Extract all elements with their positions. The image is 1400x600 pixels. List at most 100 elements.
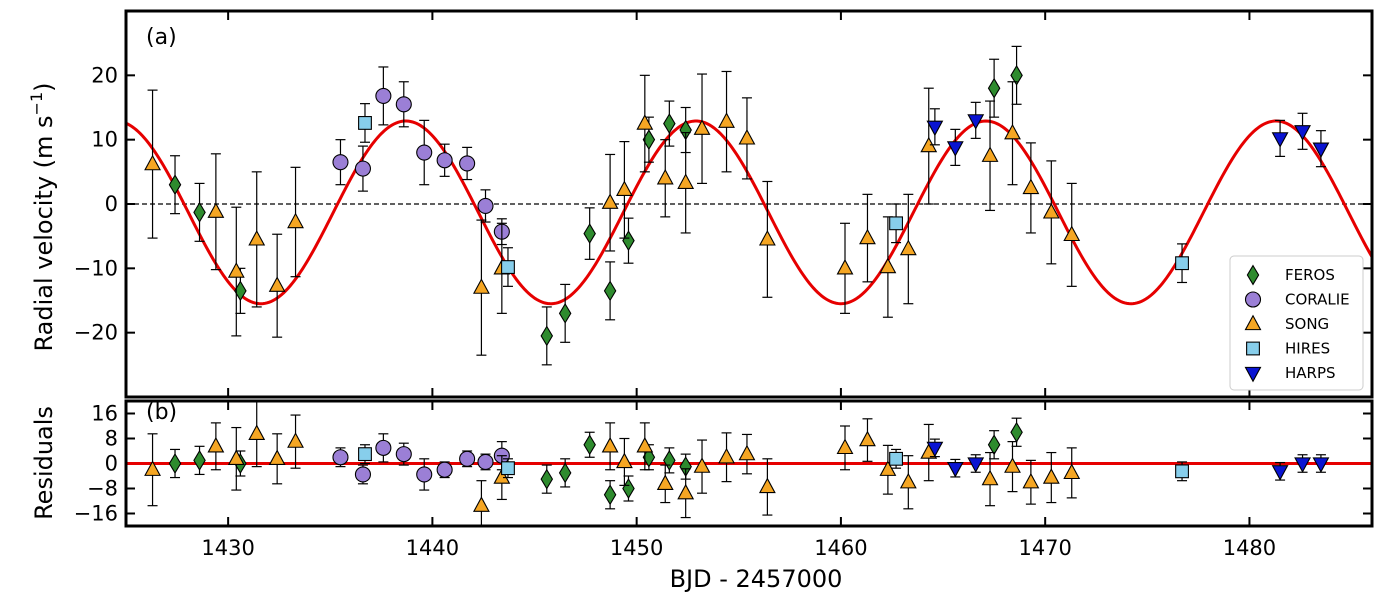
top-frame	[124, 9, 1374, 399]
bottom-plot-area	[126, 401, 1372, 526]
data-point-feros	[1010, 421, 1023, 443]
data-point-song	[656, 168, 674, 185]
data-point-coralie	[436, 152, 453, 169]
data-point-song	[718, 112, 735, 128]
data-point-song	[677, 173, 695, 189]
data-point-song	[268, 276, 286, 292]
data-point-song	[1004, 457, 1021, 473]
data-point-song	[981, 469, 999, 486]
data-point-song	[207, 202, 225, 218]
data-point-coralie	[436, 461, 453, 478]
legend-label-song: SONG	[1285, 315, 1329, 333]
data-point-harps	[926, 441, 944, 458]
model-curve	[126, 119, 1372, 306]
data-point-song	[615, 180, 633, 197]
data-point-song	[677, 483, 695, 500]
data-point-song	[472, 278, 490, 294]
data-point-song	[1022, 472, 1040, 489]
data-point-song	[859, 228, 876, 245]
data-point-song	[718, 447, 735, 464]
legend: FEROS CORALIE SONG HIRES HARPS	[1229, 255, 1364, 391]
data-point-coralie	[459, 155, 476, 172]
data-point-harps	[946, 141, 964, 157]
data-point-harps	[946, 462, 964, 478]
bottom-ytick-label: 8	[105, 427, 118, 451]
data-point-song	[636, 114, 654, 130]
data-point-feros	[193, 449, 206, 471]
rv-y-axis-title: Radial velocity (m s−1)	[27, 82, 58, 351]
legend-box	[1229, 255, 1364, 391]
data-point-song	[287, 432, 304, 448]
panel-label-a: (a)	[146, 25, 177, 50]
data-point-coralie	[416, 144, 433, 161]
top-ytick-label: 10	[91, 128, 118, 152]
x-tick-label: 1480	[1223, 536, 1276, 560]
data-point-song	[248, 229, 266, 246]
data-point-feros	[558, 462, 572, 484]
data-point-feros	[168, 174, 182, 196]
data-point-song	[758, 477, 776, 494]
data-point-song	[1063, 225, 1081, 242]
data-point-hires	[1175, 464, 1189, 479]
top-series-harps	[926, 101, 1330, 168]
legend-label-hires: HIRES	[1285, 340, 1330, 358]
top-series-coralie	[332, 66, 510, 246]
data-point-song	[1042, 202, 1060, 219]
data-point-hires	[358, 116, 372, 130]
data-point-song	[493, 468, 511, 484]
data-point-hires	[358, 447, 372, 462]
bottom-ytick-label: 16	[91, 402, 118, 426]
data-point-song	[268, 449, 286, 465]
legend-marker-song	[1244, 314, 1262, 331]
data-point-coralie	[416, 466, 433, 483]
top-series-song	[144, 70, 1081, 356]
x-tick-label: 1440	[406, 536, 459, 560]
data-point-feros	[987, 434, 1001, 456]
rv-panel: −20 −10 0 10 20	[74, 9, 1374, 399]
data-point-song	[227, 449, 245, 465]
data-point-feros	[558, 302, 572, 324]
data-point-song	[636, 436, 654, 453]
data-point-feros	[168, 453, 182, 474]
data-point-hires	[501, 461, 515, 476]
legend-marker-coralie	[1244, 291, 1262, 308]
data-point-harps	[1294, 457, 1311, 473]
data-point-harps	[1271, 132, 1289, 148]
data-point-song	[287, 212, 304, 229]
top-series-hires	[358, 103, 1189, 287]
bottom-frame	[124, 399, 1374, 528]
panel-label-b: (b)	[146, 400, 177, 425]
data-point-feros	[540, 325, 554, 347]
data-point-song	[693, 119, 711, 135]
data-point-song	[207, 436, 225, 453]
top-plot-area	[126, 45, 1372, 366]
data-point-coralie	[354, 160, 371, 177]
data-point-song	[738, 444, 756, 461]
data-point-song	[738, 128, 756, 145]
bottom-series-song	[144, 401, 1081, 526]
x-tick-label: 1450	[610, 536, 663, 560]
x-axis-title: BJD - 2457000	[670, 565, 843, 593]
legend-marker-hires	[1246, 341, 1260, 356]
data-point-song	[1022, 178, 1040, 195]
data-point-hires	[1175, 256, 1189, 271]
data-point-coralie	[354, 466, 371, 483]
rv-y-axis-title-close: )	[30, 82, 58, 91]
data-point-song	[472, 496, 490, 512]
data-point-coralie	[477, 453, 494, 470]
data-point-song	[879, 257, 897, 274]
top-ytick-label: 20	[91, 63, 118, 87]
data-point-coralie	[375, 439, 392, 456]
data-point-song	[601, 193, 619, 209]
rv-y-axis-title-main: Radial velocity (m s	[30, 115, 58, 351]
data-point-coralie	[395, 96, 412, 113]
data-point-song	[144, 460, 161, 476]
data-point-harps	[1294, 125, 1311, 141]
data-point-harps	[926, 120, 944, 137]
data-point-song	[836, 258, 854, 275]
data-point-song	[981, 146, 999, 162]
data-point-feros	[1010, 64, 1023, 86]
data-point-feros	[603, 280, 617, 302]
data-point-feros	[583, 434, 596, 456]
